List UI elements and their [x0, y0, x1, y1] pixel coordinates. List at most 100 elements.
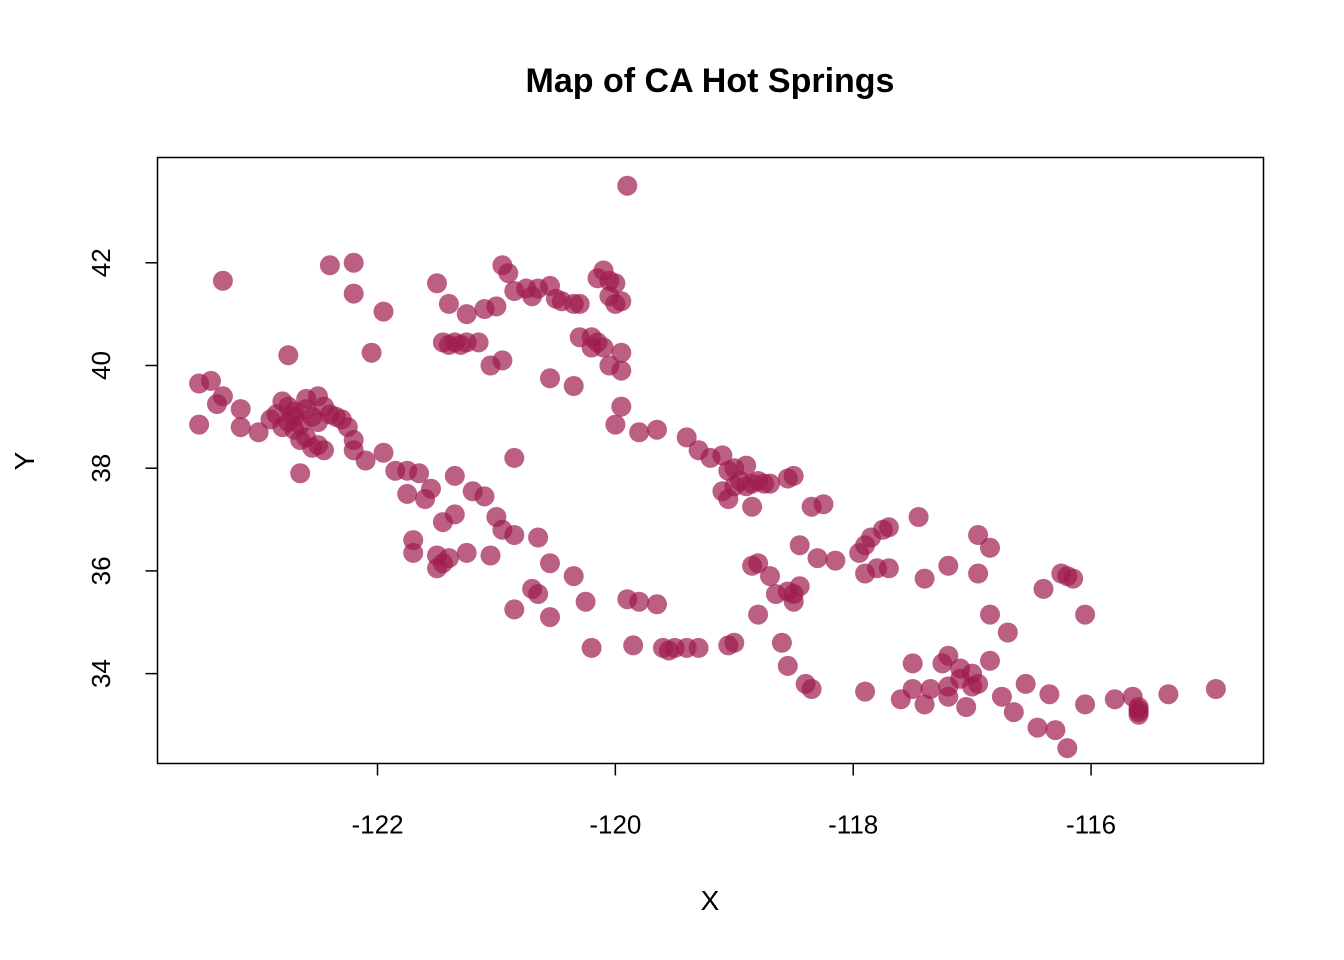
points-layer — [189, 175, 1226, 759]
data-point — [771, 632, 792, 653]
data-point — [438, 334, 459, 355]
data-point — [920, 679, 941, 699]
data-point — [908, 507, 929, 527]
data-point — [1104, 689, 1125, 710]
data-point — [932, 653, 953, 674]
data-point — [296, 399, 317, 420]
data-point — [968, 563, 989, 584]
data-point — [777, 468, 798, 489]
data-point — [528, 584, 549, 604]
data-point — [914, 694, 935, 715]
data-point — [801, 679, 822, 699]
data-point — [201, 370, 221, 391]
data-point — [890, 689, 911, 710]
data-point — [290, 430, 311, 450]
data-point — [207, 394, 227, 414]
data-point — [355, 450, 376, 471]
data-point — [724, 476, 745, 497]
x-tick-label: -118 — [828, 810, 878, 840]
data-point — [581, 637, 602, 658]
data-point — [611, 291, 632, 312]
data-point — [605, 414, 626, 435]
data-point — [444, 465, 465, 486]
data-point — [855, 563, 876, 584]
data-point — [611, 396, 632, 417]
data-point — [997, 622, 1018, 643]
data-point — [611, 342, 632, 363]
data-point — [1003, 702, 1024, 723]
data-point — [1015, 673, 1036, 694]
data-point — [760, 566, 780, 587]
data-point — [504, 447, 525, 468]
data-point — [777, 655, 798, 676]
data-point — [956, 697, 977, 717]
data-point — [742, 496, 763, 517]
data-point — [397, 483, 418, 504]
data-point — [456, 542, 477, 563]
plot-frame — [156, 156, 1265, 765]
y-tick-label: 42 — [86, 248, 116, 277]
x-tick-label: -122 — [351, 810, 403, 840]
data-point — [611, 360, 632, 381]
data-point — [1075, 694, 1096, 715]
data-point — [724, 632, 745, 653]
data-point — [230, 417, 251, 438]
data-point — [647, 594, 667, 615]
data-point — [968, 525, 989, 545]
data-point — [314, 440, 334, 461]
data-point — [504, 599, 525, 620]
data-point — [409, 463, 430, 484]
data-point — [1039, 684, 1060, 705]
data-point — [789, 576, 810, 597]
data-point — [373, 301, 394, 322]
data-point — [189, 414, 210, 435]
data-point — [498, 263, 519, 284]
data-point — [1045, 720, 1066, 741]
data-point — [575, 591, 596, 612]
data-point — [540, 368, 560, 389]
data-point — [343, 283, 364, 304]
y-tick-label: 40 — [86, 351, 116, 380]
data-point — [760, 473, 780, 494]
data-point — [474, 486, 495, 507]
data-point — [438, 548, 459, 569]
x-tick-label: -116 — [1066, 810, 1116, 840]
data-point — [528, 527, 549, 548]
data-point — [468, 332, 489, 353]
data-point — [290, 463, 311, 484]
data-point — [789, 535, 810, 556]
x-tick-label: -120 — [589, 810, 641, 840]
data-point — [373, 442, 394, 463]
data-point — [212, 270, 233, 291]
data-point — [813, 494, 834, 515]
data-point — [480, 355, 501, 376]
y-tick-label: 38 — [86, 454, 116, 483]
data-point — [1057, 738, 1078, 759]
data-point — [629, 422, 650, 443]
data-point — [403, 542, 424, 563]
x-axis-label: X — [701, 885, 720, 916]
data-point — [1075, 604, 1096, 625]
data-point — [938, 555, 959, 576]
data-point — [1205, 679, 1226, 699]
data-point — [432, 512, 453, 533]
data-point — [914, 568, 935, 589]
data-point — [902, 653, 923, 674]
data-point — [319, 255, 340, 276]
data-point — [617, 175, 638, 196]
data-point — [742, 555, 763, 576]
data-point — [855, 681, 876, 702]
data-point — [308, 412, 328, 432]
data-point — [540, 553, 560, 574]
data-point — [980, 537, 1000, 558]
data-point — [1063, 568, 1084, 589]
y-axis: 34 36 38 40 42 — [86, 248, 158, 688]
data-point — [1128, 704, 1149, 725]
data-point — [563, 566, 584, 587]
data-point — [563, 376, 584, 396]
data-point — [427, 273, 447, 294]
data-point — [938, 686, 959, 707]
y-tick-label: 36 — [86, 556, 116, 585]
data-point — [878, 517, 899, 538]
